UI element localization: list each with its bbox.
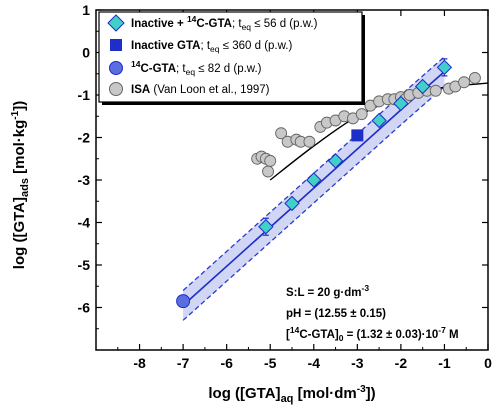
data-point-diamond (258, 219, 274, 235)
legend-label-circle-grey-a: ISA (131, 84, 150, 96)
x-axis-title-unit-sup: -3 (357, 384, 366, 395)
legend-label-circle-blue-sup: 14 (131, 59, 141, 69)
legend-label-circle-blue-b: C-GTA (140, 63, 176, 75)
y-axis-title-unit-sup: -1 (10, 110, 21, 119)
annotation-line-3-sup: 14 (290, 325, 300, 335)
data-point-circle-blue (176, 294, 191, 309)
annotation-line-1-pre: S:L = 20 g·dm (286, 287, 362, 299)
conditions-annotation: S:L = 20 g·dm-3 pH = (12.55 ± 0.15) [14C… (286, 283, 459, 343)
legend-label-square-d: ≤ 360 d (p.w.) (220, 40, 293, 52)
legend-label-diamond-a: Inactive + (131, 18, 187, 30)
legend-label-diamond-c: ; t (232, 18, 242, 30)
y-tick-label: 1 (82, 2, 90, 18)
legend-marker-circle-grey (109, 82, 123, 96)
legend-label-circle-blue-sub: eq (186, 67, 196, 77)
data-point-circle-grey (355, 108, 368, 121)
annotation-line-1-sup: -3 (362, 283, 370, 293)
y-axis-title-unit: [mol·kg (11, 120, 28, 178)
legend-marker-square (110, 39, 122, 51)
y-tick-label: -3 (78, 172, 91, 188)
y-axis-title-sub: ads (19, 178, 31, 197)
data-point-circle-grey (303, 135, 316, 148)
legend: Inactive + 14C-GTA; teq ≤ 56 d (p.w.) In… (98, 11, 365, 105)
y-tick-label: -4 (78, 215, 91, 231)
legend-label-diamond-sub: eq (242, 22, 252, 32)
data-point-square (351, 129, 364, 142)
data-point-circle-grey (458, 76, 470, 89)
band-lower-limit (182, 86, 445, 321)
data-points (176, 58, 481, 309)
annotation-line-3-post2: M (446, 329, 459, 341)
x-tick-label: -7 (177, 355, 190, 371)
x-tick-label: -5 (264, 355, 277, 371)
data-point-diamond (371, 112, 387, 129)
data-point-circle-grey (262, 165, 274, 178)
x-axis-title-main: log ([GTA] (208, 385, 280, 402)
x-axis-title-sub: aq (281, 393, 294, 405)
annotation-line-2-pre: pH = (12.55 ± 0.15) (286, 308, 386, 320)
legend-label-diamond-sup: 14 (187, 14, 197, 24)
y-axis-title-end: ]) (11, 101, 28, 111)
legend-marker-diamond (107, 14, 125, 32)
annotation-line-3-sub: 0 (339, 333, 344, 343)
legend-label-circle-grey-c: (Van Loon et al., 1997) (150, 84, 270, 96)
data-point-circle-grey (275, 127, 288, 140)
data-point-diamond (327, 153, 344, 169)
y-tick-label: -5 (78, 257, 91, 273)
annotation-line-3-sup2: -7 (438, 325, 446, 335)
x-tick-label: -3 (351, 355, 364, 371)
y-axis-title: log ([GTA]ads [mol·kg-1]) (10, 101, 31, 269)
x-tick-label: -6 (220, 355, 233, 371)
data-point-circle-grey (264, 154, 277, 167)
data-point-diamond (284, 195, 300, 212)
x-axis-title: log ([GTA]aq [mol·dm-3]) (208, 384, 375, 405)
legend-label-diamond-d: ≤ 56 d (p.w.) (251, 18, 318, 30)
legend-shadow-bottom (102, 102, 365, 105)
annotation-line-2: pH = (12.55 ± 0.15) (286, 308, 386, 320)
legend-label-circle-blue-d: ≤ 82 d (p.w.) (195, 63, 262, 75)
data-point-circle-grey (429, 84, 442, 97)
data-point-diamond (306, 172, 322, 188)
legend-label-circle-blue: 14C-GTA; teq ≤ 82 d (p.w.) (131, 59, 262, 77)
legend-label-circle-grey: ISA (Van Loon et al., 1997) (131, 84, 270, 96)
y-tick-label: -1 (78, 87, 91, 103)
legend-shadow-right (362, 15, 365, 105)
x-tick-label: -1 (438, 355, 451, 371)
data-point-diamond (414, 78, 431, 95)
axis-ticks: -8 -7 -6 -5 -4 -3 -2 -1 0 1 0 -1 -2 -3 -4 -5 -6 (78, 2, 493, 371)
legend-marker-circle-blue (109, 61, 123, 75)
y-tick-label: -6 (78, 300, 91, 316)
x-axis-title-end: ]) (366, 385, 376, 402)
legend-label-square-c: ; t (200, 40, 210, 52)
legend-label-square-a: Inactive GTA (131, 40, 200, 52)
legend-label-diamond-b: C-GTA (196, 18, 232, 30)
x-tick-label: -4 (308, 355, 321, 371)
legend-label-square-sub: eq (210, 44, 220, 54)
x-tick-label: -8 (133, 355, 146, 371)
data-point-circle-grey (468, 72, 481, 84)
legend-label-diamond: Inactive + 14C-GTA; teq ≤ 56 d (p.w.) (131, 14, 318, 32)
x-axis-title-unit: [mol·dm (293, 385, 356, 402)
x-tick-label: 0 (484, 355, 492, 371)
x-tick-label: -2 (395, 355, 408, 371)
annotation-line-3-mid: C-GTA] (299, 329, 339, 341)
y-tick-label: 0 (82, 45, 90, 61)
annotation-line-1: S:L = 20 g·dm-3 (286, 283, 369, 299)
data-point-diamond (393, 95, 409, 112)
legend-label-square: Inactive GTA; teq ≤ 360 d (p.w.) (131, 40, 292, 54)
annotation-line-3-pre: [ (286, 329, 290, 341)
annotation-line-3: [14C-GTA]0 = (1.32 ± 0.03)·10-7 M (286, 325, 459, 343)
legend-frame (98, 11, 363, 103)
annotation-line-3-post: = (1.32 ± 0.03)·10 (343, 329, 438, 341)
data-point-diamond (436, 59, 453, 76)
legend-label-circle-blue-c: ; t (176, 63, 186, 75)
y-axis-title-main: log ([GTA] (11, 197, 28, 269)
y-tick-label: -2 (78, 130, 91, 146)
